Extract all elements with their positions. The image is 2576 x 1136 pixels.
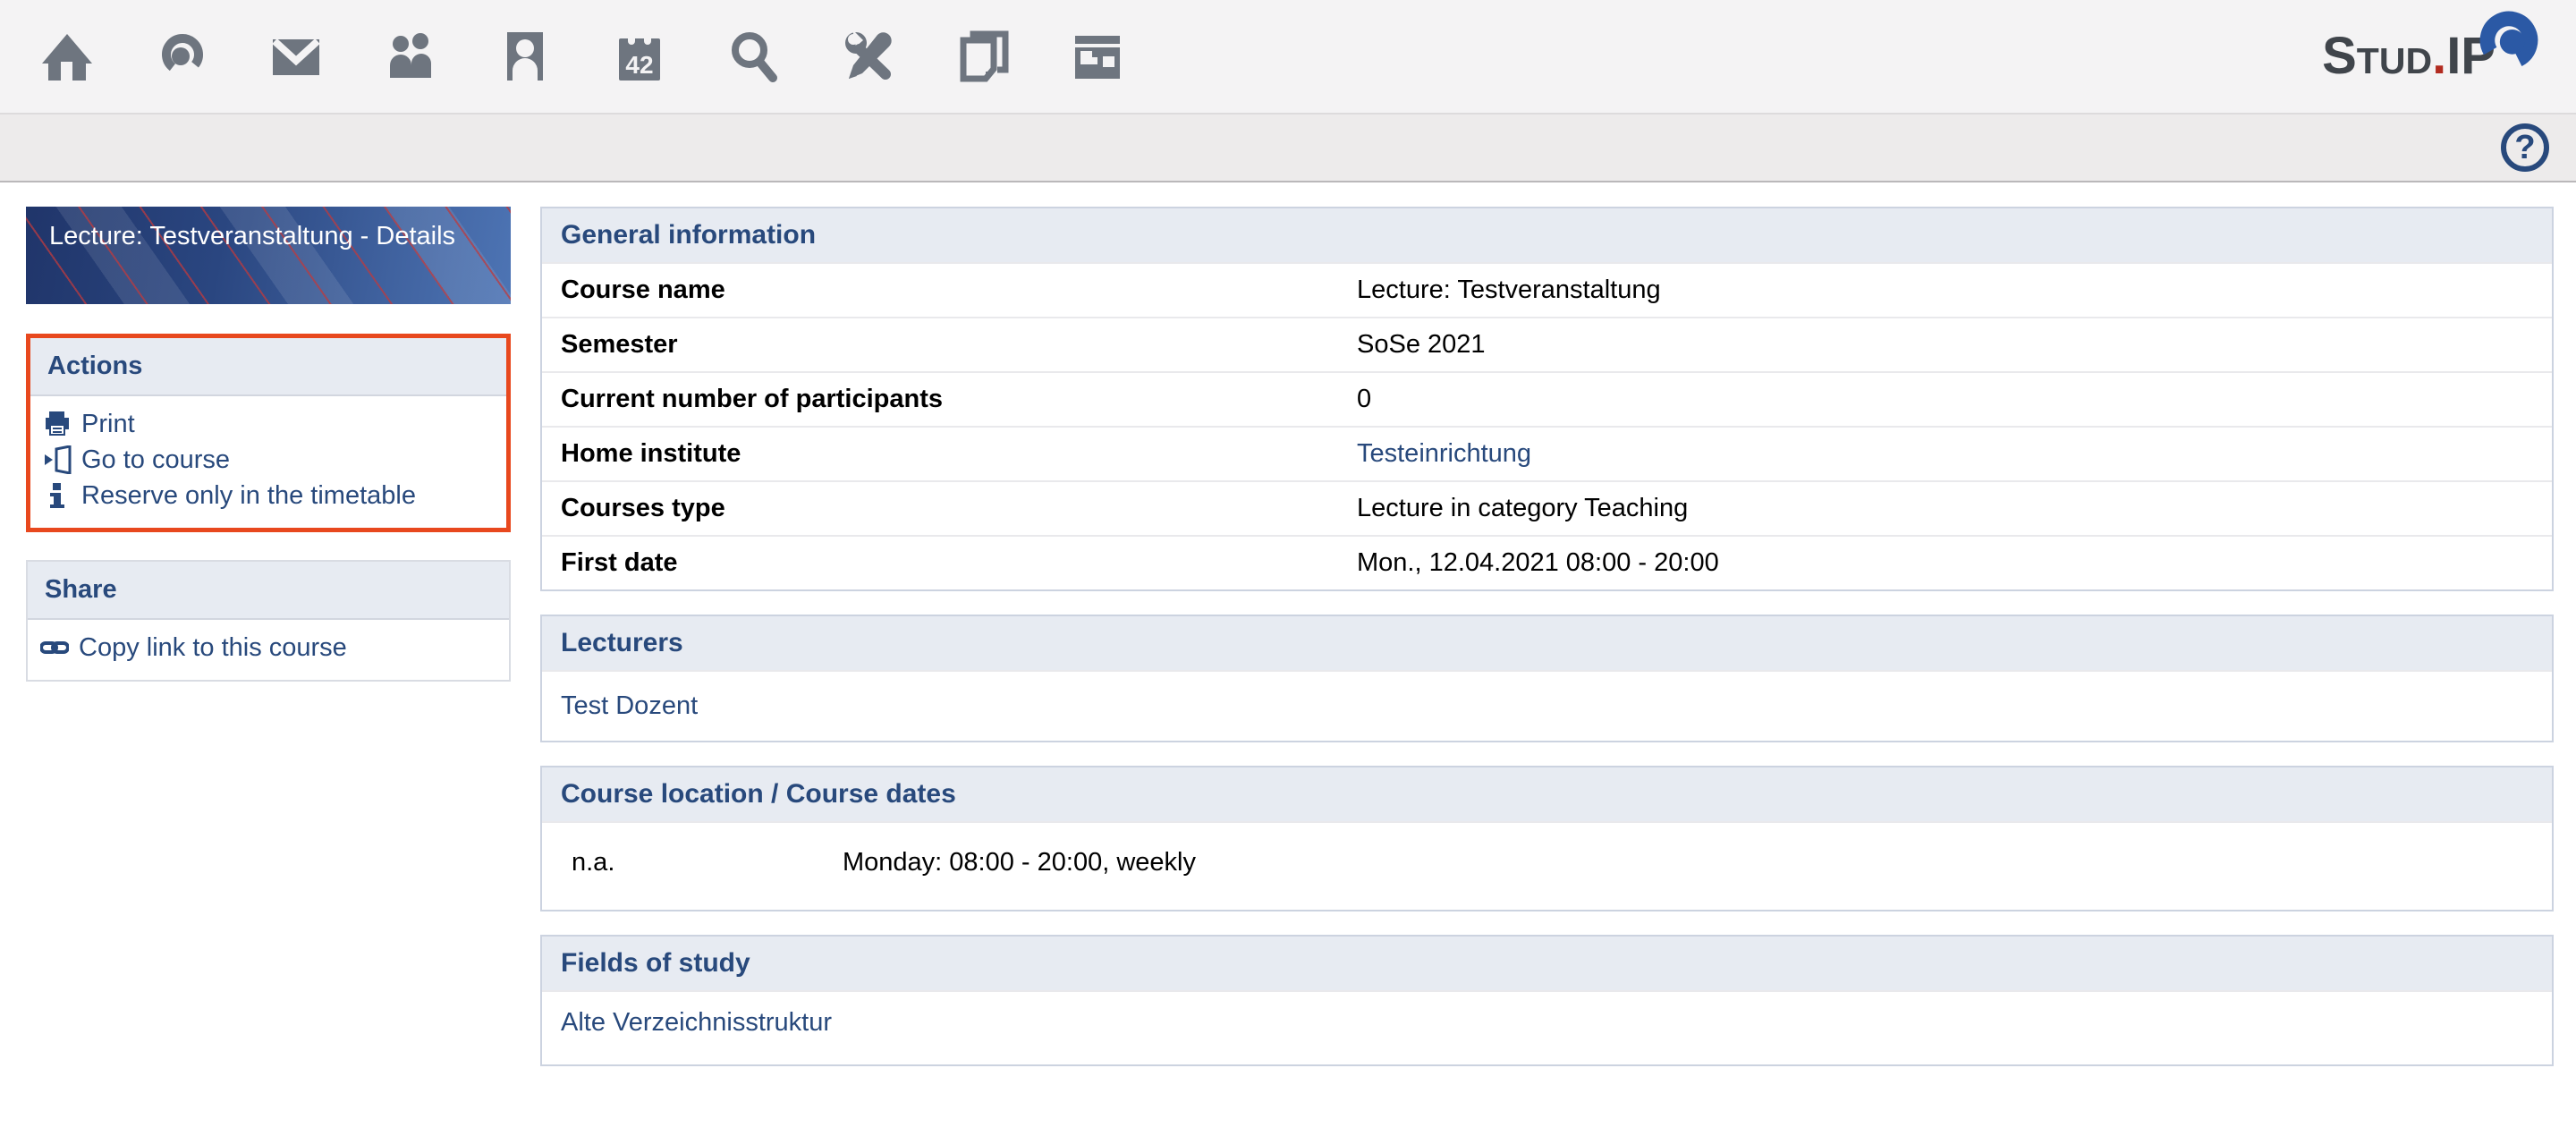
printer-icon	[46, 411, 69, 436]
logo-swirl-icon	[2479, 11, 2538, 70]
table-row: Course name Lecture: Testveranstaltung	[542, 262, 2552, 317]
lecturer-link[interactable]: Test Dozent	[561, 691, 699, 720]
logo-red-dot: .	[2432, 27, 2447, 85]
help-icon[interactable]: ?	[2501, 123, 2549, 172]
table-row: Home institute Testeinrichtung	[542, 426, 2552, 480]
fields-of-study-header: Fields of study	[542, 937, 2552, 990]
actions-list: Print Go to course Reserve only in	[30, 396, 506, 528]
share-list: Copy link to this course	[28, 620, 509, 680]
action-go-to-course[interactable]: Go to course	[43, 442, 494, 478]
share-copy-link-label: Copy link to this course	[79, 633, 347, 662]
lecturers-header: Lecturers	[542, 616, 2552, 670]
row-label: Current number of participants	[561, 385, 943, 413]
field-of-study-link[interactable]: Alte Verzeichnisstruktur	[561, 1008, 833, 1037]
studip-logo-text: Stud.IP	[2322, 27, 2496, 85]
row-value: SoSe 2021	[1357, 330, 1486, 359]
action-go-to-course-label: Go to course	[81, 445, 231, 474]
community-icon[interactable]	[383, 29, 438, 84]
location-value: n.a.	[572, 848, 615, 877]
row-label: Home institute	[561, 439, 741, 468]
nav-icon-row: 42	[39, 29, 1125, 84]
row-label: First date	[561, 548, 678, 577]
info-icon	[50, 483, 64, 508]
row-label: Course name	[561, 276, 725, 304]
row-value: Lecture in category Teaching	[1357, 494, 1689, 522]
actions-box-highlighted: Actions Print	[26, 334, 511, 532]
share-copy-link[interactable]: Copy link to this course	[40, 630, 496, 665]
main-content: General information Course name Lecture:…	[540, 207, 2554, 1089]
action-reserve-timetable[interactable]: Reserve only in the timetable	[43, 478, 494, 513]
share-box: Share Copy link to this course	[26, 560, 511, 682]
share-header: Share	[28, 562, 509, 620]
page-title: Lecture: Testveranstaltung - Details	[49, 222, 456, 250]
action-reserve-timetable-label: Reserve only in the timetable	[81, 481, 416, 510]
actions-header: Actions	[30, 338, 506, 396]
bulletin-board-icon[interactable]	[1070, 29, 1125, 84]
home-institute-link[interactable]: Testeinrichtung	[1357, 439, 1532, 468]
lecturers-section: Lecturers Test Dozent	[540, 615, 2554, 742]
svg-text:42: 42	[625, 51, 653, 79]
table-row: First date Mon., 12.04.2021 08:00 - 20:0…	[542, 535, 2552, 589]
table-row: Courses type Lecture in category Teachin…	[542, 480, 2552, 535]
table-row: Current number of participants 0	[542, 371, 2552, 426]
sidebar: Lecture: Testveranstaltung - Details Act…	[26, 207, 511, 682]
table-row: Semester SoSe 2021	[542, 317, 2552, 371]
fields-of-study-section: Fields of study Alte Verzeichnisstruktur	[540, 935, 2554, 1066]
profile-icon[interactable]	[497, 29, 553, 84]
row-label: Semester	[561, 330, 678, 359]
tools-icon[interactable]	[841, 29, 896, 84]
course-location-section: Course location / Course dates n.a. Mond…	[540, 766, 2554, 911]
course-location-body: n.a. Monday: 08:00 - 20:00, weekly	[542, 821, 2552, 910]
action-print[interactable]: Print	[43, 406, 494, 442]
row-value: Lecture: Testveranstaltung	[1357, 276, 1661, 304]
lecturers-body: Test Dozent	[542, 670, 2552, 741]
door-enter-icon	[45, 445, 72, 474]
secondary-bar: ?	[0, 113, 2576, 182]
link-icon	[40, 641, 69, 654]
row-value: 0	[1357, 385, 1372, 413]
home-icon[interactable]	[39, 29, 95, 84]
sidebar-title-banner: Lecture: Testveranstaltung - Details	[26, 207, 511, 304]
general-information-header: General information	[542, 208, 2552, 262]
action-print-label: Print	[81, 410, 135, 438]
course-dates-value: Monday: 08:00 - 20:00, weekly	[843, 848, 1196, 877]
wiki-pages-icon[interactable]	[955, 29, 1011, 84]
seminar-spiral-icon[interactable]	[154, 29, 209, 84]
fields-of-study-body: Alte Verzeichnisstruktur	[542, 990, 2552, 1064]
mail-icon[interactable]	[268, 29, 324, 84]
search-icon[interactable]	[726, 29, 782, 84]
top-navigation-bar: 42	[0, 0, 2576, 113]
course-location-header: Course location / Course dates	[542, 767, 2552, 821]
planner-icon[interactable]: 42	[612, 29, 667, 84]
studip-logo[interactable]: Stud.IP	[2322, 11, 2540, 85]
page-content: Lecture: Testveranstaltung - Details Act…	[0, 182, 2576, 1134]
general-information-section: General information Course name Lecture:…	[540, 207, 2554, 591]
row-label: Courses type	[561, 494, 725, 522]
row-value: Mon., 12.04.2021 08:00 - 20:00	[1357, 548, 1719, 577]
